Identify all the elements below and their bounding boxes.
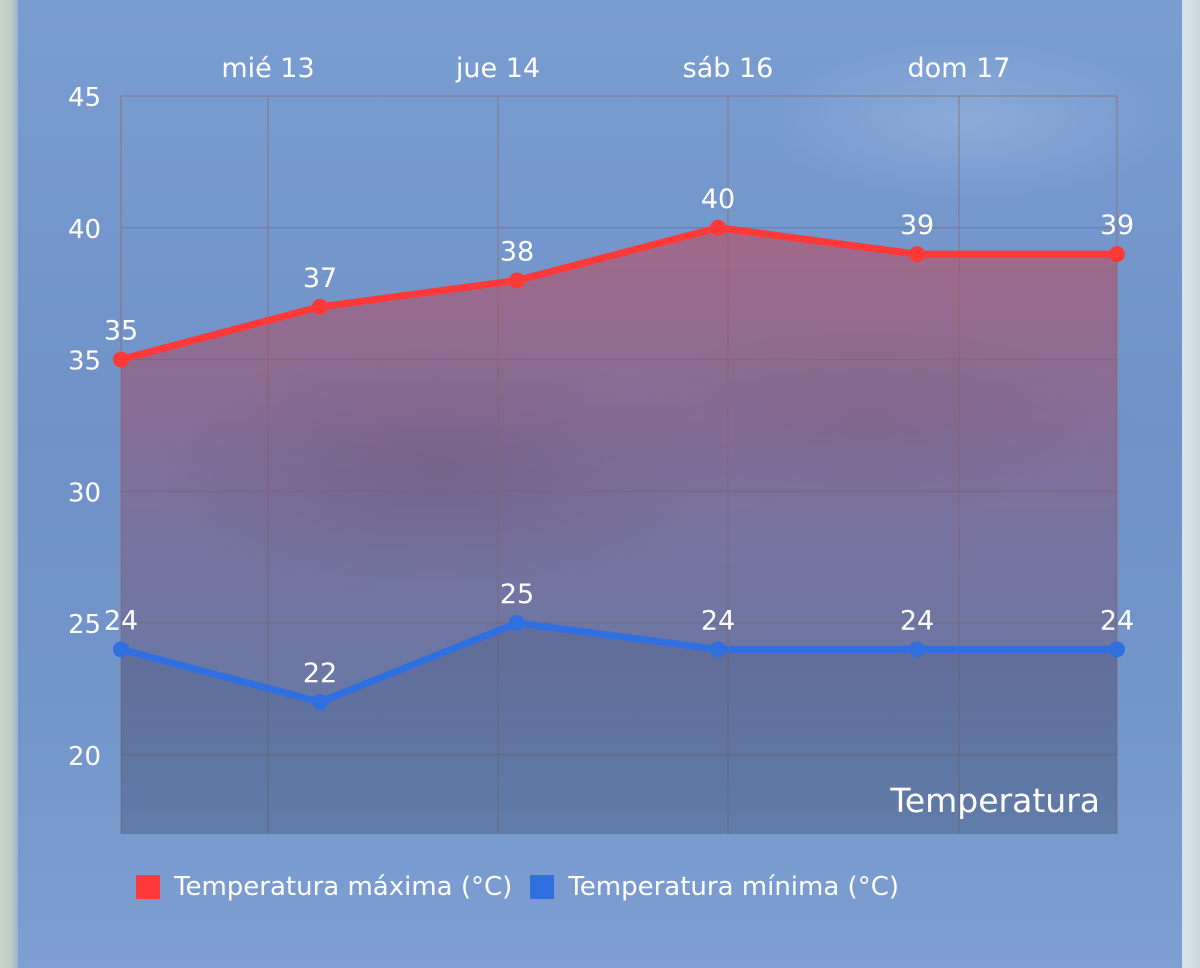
legend-swatch-max [136,875,160,899]
legend-item-max[interactable]: Temperatura máxima (°C) [136,872,512,902]
series-0-data-label-4: 39 [900,210,934,241]
y-tick-label-30: 30 [68,478,101,508]
y-tick-label-25: 25 [68,610,101,640]
series-1-data-label-0: 24 [104,605,138,636]
y-tick-label-45: 45 [68,83,101,113]
series-1-point-4 [909,641,925,658]
series-1-area [121,623,1117,834]
series-1-point-2 [509,615,525,631]
y-tick-label-40: 40 [68,215,101,245]
legend-item-min[interactable]: Temperatura mínima (°C) [530,872,899,902]
series-0-point-0 [113,351,129,368]
series-0-data-label-0: 35 [104,316,138,347]
series-1-point-0 [113,641,129,658]
series-1-data-label-3: 24 [701,605,735,636]
series-1-data-label-2: 25 [500,579,534,610]
x-tick-label-1: jue 14 [455,53,540,84]
legend-swatch-min [530,875,555,899]
x-tick-label-3: dom 17 [908,53,1011,84]
series-1-line [117,619,1121,706]
series-1-data-label-5: 24 [1100,605,1134,636]
y-tick-label-35: 35 [68,347,101,377]
series-1-data-label-1: 22 [303,658,337,689]
series-1-point-3 [710,641,726,658]
y-tick-label-20: 20 [68,742,101,772]
series-0-line [117,224,1121,363]
series-0-point-3 [710,219,726,236]
legend: Temperatura máxima (°C) Temperatura míni… [136,872,917,902]
legend-label-min: Temperatura mínima (°C) [568,872,899,902]
series-0-data-label-1: 37 [303,263,337,294]
series-1-point-1 [312,694,328,711]
x-tick-label-0: mié 13 [221,53,314,84]
legend-label-max: Temperatura máxima (°C) [174,872,513,902]
series-1-point-5 [1109,641,1125,658]
series-1-data-label-4: 24 [900,605,934,636]
series-0-data-label-3: 40 [701,184,735,215]
series-0-data-label-5: 39 [1100,210,1134,241]
series-0-data-label-2: 38 [500,236,534,267]
series-0-point-1 [312,298,328,315]
series-0-point-2 [509,272,525,289]
chart-title: Temperatura [889,781,1100,820]
x-tick-label-2: sáb 16 [683,53,774,84]
series-0-point-4 [909,246,925,263]
series-0-point-5 [1109,246,1125,263]
